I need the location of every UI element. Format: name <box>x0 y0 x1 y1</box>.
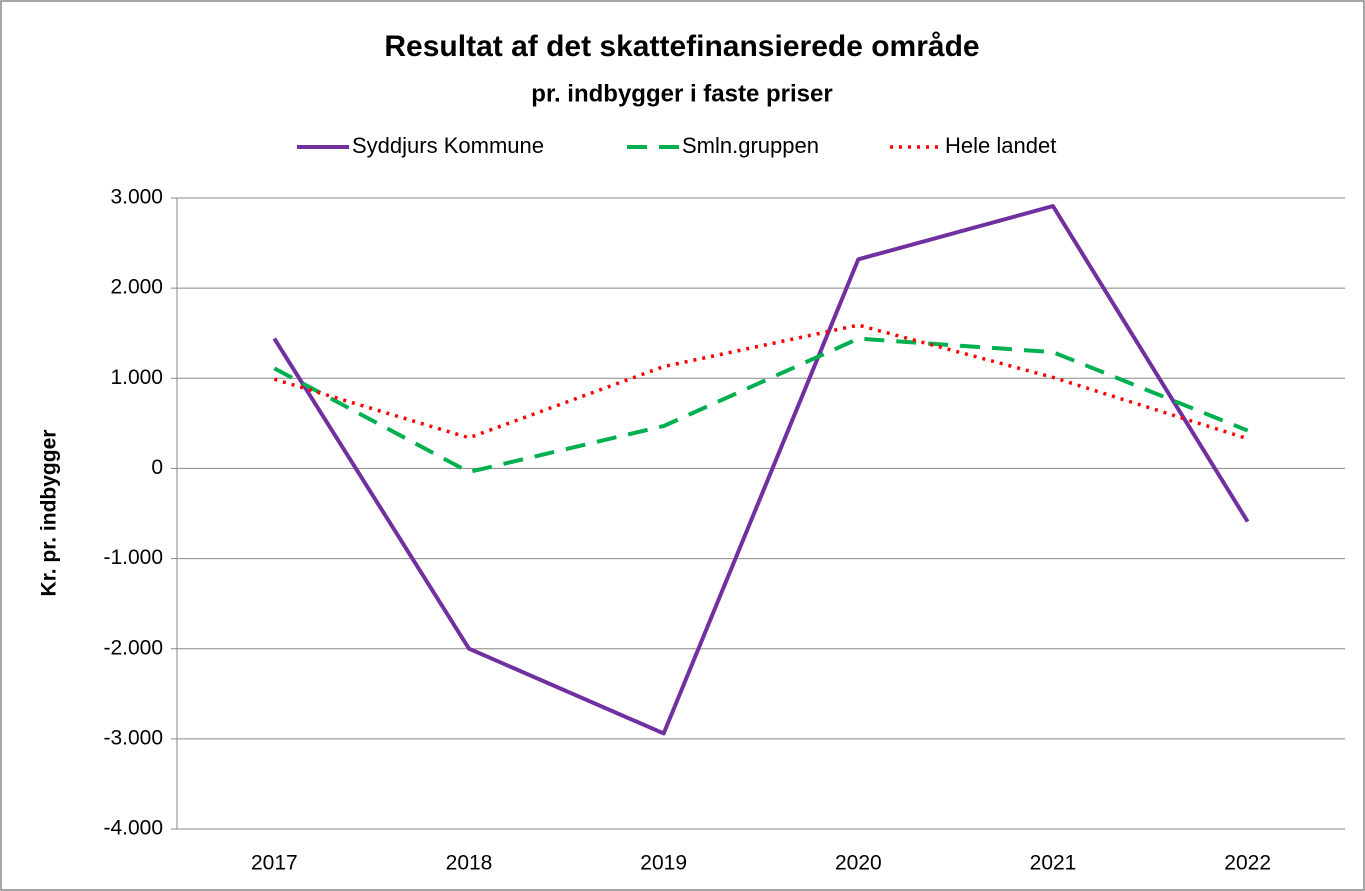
x-tick-label: 2018 <box>446 852 493 875</box>
x-tick-label: 2017 <box>251 852 298 875</box>
y-tick-label: -2.000 <box>103 636 163 659</box>
x-tick-label: 2022 <box>1224 852 1271 875</box>
y-axis-label: Kr. pr. indbygger <box>38 430 61 597</box>
series-line <box>272 204 1250 736</box>
x-tick-label: 2019 <box>640 852 687 875</box>
y-tick-label: -1.000 <box>103 546 163 569</box>
legend-label: Syddjurs Kommune <box>352 133 544 158</box>
y-tick-label: 1.000 <box>110 366 163 389</box>
series-line <box>273 336 1249 475</box>
x-tick-label: 2020 <box>835 852 882 875</box>
y-tick-label: -3.000 <box>103 726 163 749</box>
y-tick-label: 0 <box>151 456 163 479</box>
legend-label: Hele landet <box>945 133 1056 158</box>
y-tick-label: -4.000 <box>103 817 163 840</box>
y-tick-label: 2.000 <box>110 276 163 299</box>
y-tick-label: 3.000 <box>110 186 163 209</box>
chart-subtitle: pr. indbygger i faste priser <box>531 80 832 107</box>
legend-label: Smln.gruppen <box>682 133 819 158</box>
chart-title: Resultat af det skattefinansierede områd… <box>384 30 979 63</box>
x-tick-label: 2021 <box>1030 852 1077 875</box>
